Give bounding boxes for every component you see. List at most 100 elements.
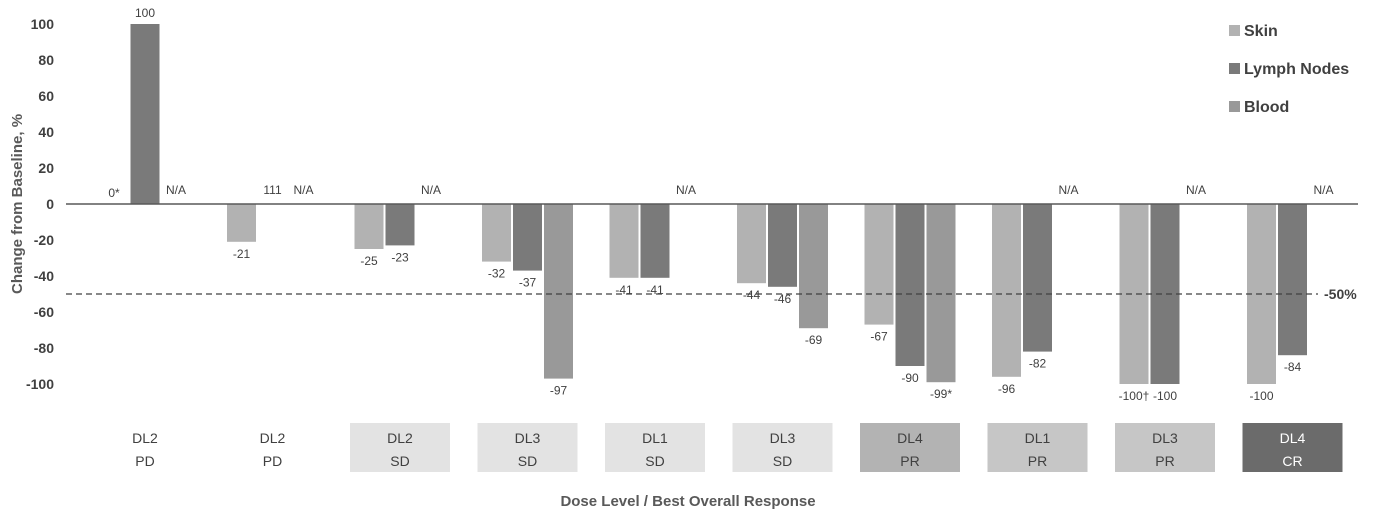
bar-skin [609,204,639,278]
y-tick-label: -80 [34,340,54,356]
bars [99,24,1307,384]
bar-blood [799,204,828,329]
data-label: N/A [293,183,313,197]
group-box [732,423,833,472]
bar-skin [354,204,384,249]
bar-lymph-nodes [130,24,160,204]
data-label: N/A [166,183,186,197]
data-label: -100† [1119,389,1150,403]
data-label: -41 [646,283,664,297]
data-label: -21 [233,247,251,261]
bar-lymph-nodes [385,204,415,246]
bar-blood [544,204,573,379]
data-label: N/A [1058,183,1078,197]
data-label: -97 [550,384,568,398]
group-response-label: PR [1155,453,1174,469]
group-box [605,423,705,472]
y-axis-ticks: 100 80 60 40 20 0 -20 -40 -60 -80 -100 [26,16,54,392]
group-dose-label: DL3 [1152,430,1178,446]
threshold: -50% [66,286,1357,302]
x-axis-title: Dose Level / Best Overall Response [560,493,815,510]
bar-blood [926,204,956,383]
group-dose-label: DL4 [897,430,923,446]
group-box [222,423,323,472]
bar-skin [992,204,1021,377]
group-response-label: SD [773,453,792,469]
bar-skin [737,204,766,284]
data-label: -32 [488,267,506,281]
group-dose-label: DL3 [770,430,796,446]
legend-swatch [1229,25,1240,36]
data-label: -44 [743,288,761,302]
group-dose-label: DL4 [1280,430,1306,446]
bar-skin [1119,204,1149,384]
data-label: 100 [135,6,155,20]
data-label: -82 [1029,357,1047,371]
group-response-label: SD [518,453,537,469]
y-tick-label: 80 [38,52,54,68]
group-box [477,423,578,472]
group-dose-label: DL3 [515,430,541,446]
legend: Skin Lymph Nodes Blood [1229,23,1349,116]
data-label: N/A [1186,183,1206,197]
data-label: -100 [1249,389,1273,403]
y-tick-label: -100 [26,376,54,392]
bar-lymph-nodes [1278,204,1307,356]
bar-lymph-nodes [513,204,542,271]
group-dose-label: DL2 [387,430,413,446]
bar-lymph-nodes [1150,204,1180,384]
data-label: 0* [108,186,120,200]
data-label: N/A [676,183,696,197]
data-label: -37 [519,276,537,290]
group-response-label: PD [263,453,282,469]
group-box [987,423,1088,472]
data-labels: 0* 100 N/A -21 111 N/A -25 -23 N/A -32 -37 -97 -41 -4… [108,6,1333,403]
data-label: -84 [1284,360,1302,374]
group-response-label: CR [1282,453,1302,469]
group-dose-label: DL1 [1025,430,1051,446]
data-label: -46 [774,292,792,306]
group-response-label: PR [1028,453,1047,469]
y-tick-label: 0 [46,196,54,212]
legend-swatch [1229,101,1240,112]
legend-label: Blood [1244,99,1289,116]
bar-skin [227,204,256,242]
data-label: -69 [805,333,823,347]
bar-lymph-nodes [640,204,670,278]
bar-skin [482,204,511,262]
data-label: -25 [360,254,378,268]
group-box [95,423,195,472]
data-label: N/A [421,183,441,197]
bar-skin [864,204,894,325]
legend-label: Lymph Nodes [1244,61,1349,78]
group-response-label: PD [135,453,154,469]
group-dose-label: DL1 [642,430,668,446]
group-labels: DL2 PD DL2 PD DL2 SD DL3 SD DL1 SD DL3 SD DL4 PR DL1 PR… [95,423,1343,472]
bar-lymph-nodes [1023,204,1052,352]
bar-lymph-nodes [768,204,797,287]
y-tick-label: -40 [34,268,54,284]
data-label: -96 [998,382,1016,396]
group-dose-label: DL2 [260,430,286,446]
y-axis-title: Change from Baseline, % [9,114,26,294]
group-dose-label: DL2 [132,430,158,446]
data-label: 111 [263,183,282,197]
data-label: -23 [391,250,409,264]
y-tick-label: 40 [38,124,54,140]
group-box [1115,423,1215,472]
group-response-label: SD [390,453,409,469]
data-label: -100 [1153,389,1177,403]
data-label: N/A [1313,183,1333,197]
y-tick-label: 100 [31,16,55,32]
data-label: -99* [930,387,952,401]
y-tick-label: -20 [34,232,54,248]
group-response-label: SD [645,453,664,469]
data-label: -67 [870,330,888,344]
threshold-label: -50% [1324,286,1357,302]
data-label: -41 [615,283,633,297]
bar-lymph-nodes [895,204,925,366]
group-response-label: PR [900,453,919,469]
y-tick-label: 60 [38,88,54,104]
group-box [1242,423,1343,472]
